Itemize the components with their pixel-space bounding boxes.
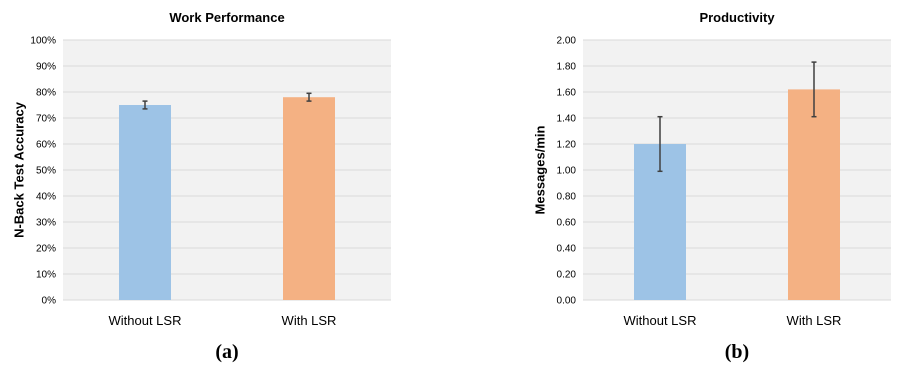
error-bar <box>657 115 663 173</box>
y-tick-label: 50% <box>36 166 56 177</box>
bar <box>119 105 171 300</box>
y-tick-label: 1.40 <box>557 114 577 125</box>
y-tick-labels: 0% 10% 20% 30% 40% 50% 60% 70% 80% 90% 100% <box>30 36 56 307</box>
x-category-labels: Without LSR With LSR <box>624 313 842 328</box>
error-bar <box>306 92 312 102</box>
y-tick-label: 1.00 <box>557 166 577 177</box>
bar <box>788 89 840 301</box>
y-tick-label: 20% <box>36 244 56 255</box>
chart-title: Work Performance <box>169 10 284 25</box>
bar <box>283 97 335 300</box>
panel-label: (a) <box>215 341 238 363</box>
gridlines <box>63 39 391 301</box>
bars <box>119 92 335 300</box>
y-tick-label: 60% <box>36 140 56 151</box>
y-tick-label: 2.00 <box>557 36 577 47</box>
y-tick-label: 40% <box>36 192 56 203</box>
x-category-label: Without LSR <box>109 313 182 328</box>
y-tick-label: 30% <box>36 218 56 229</box>
error-bar <box>142 100 148 110</box>
x-category-label: With LSR <box>282 313 337 328</box>
y-tick-label: 0.40 <box>557 244 577 255</box>
y-tick-label: 0.80 <box>557 192 577 203</box>
panel-label: (b) <box>725 341 749 363</box>
y-tick-label: 1.80 <box>557 62 577 73</box>
chart-productivity: 0.00 0.20 0.40 0.60 0.80 1.00 1.20 1.40 1.60 1.80… <box>532 10 891 363</box>
y-tick-label: 80% <box>36 88 56 99</box>
y-tick-label: 0.60 <box>557 218 577 229</box>
bars <box>634 61 840 301</box>
chart-work-performance: 0% 10% 20% 30% 40% 50% 60% 70% 80% 90% 100% Withou… <box>11 10 391 363</box>
y-tick-labels: 0.00 0.20 0.40 0.60 0.80 1.00 1.20 1.40 1.60 1.80… <box>557 36 577 307</box>
y-tick-label: 0.20 <box>557 270 577 281</box>
y-tick-label: 1.20 <box>557 140 577 151</box>
y-tick-label: 0.00 <box>557 296 577 307</box>
y-tick-label: 70% <box>36 114 56 125</box>
x-category-label: With LSR <box>787 313 842 328</box>
x-category-labels: Without LSR With LSR <box>109 313 337 328</box>
y-tick-label: 90% <box>36 62 56 73</box>
y-axis-label: Messages/min <box>532 126 547 215</box>
error-bar <box>811 61 817 118</box>
y-tick-label: 1.60 <box>557 88 577 99</box>
y-tick-label: 100% <box>30 36 56 47</box>
y-axis-label: N-Back Test Accuracy <box>11 101 26 238</box>
chart-title: Productivity <box>699 10 775 25</box>
x-category-label: Without LSR <box>624 313 697 328</box>
y-tick-label: 0% <box>42 296 57 307</box>
y-tick-label: 10% <box>36 270 56 281</box>
